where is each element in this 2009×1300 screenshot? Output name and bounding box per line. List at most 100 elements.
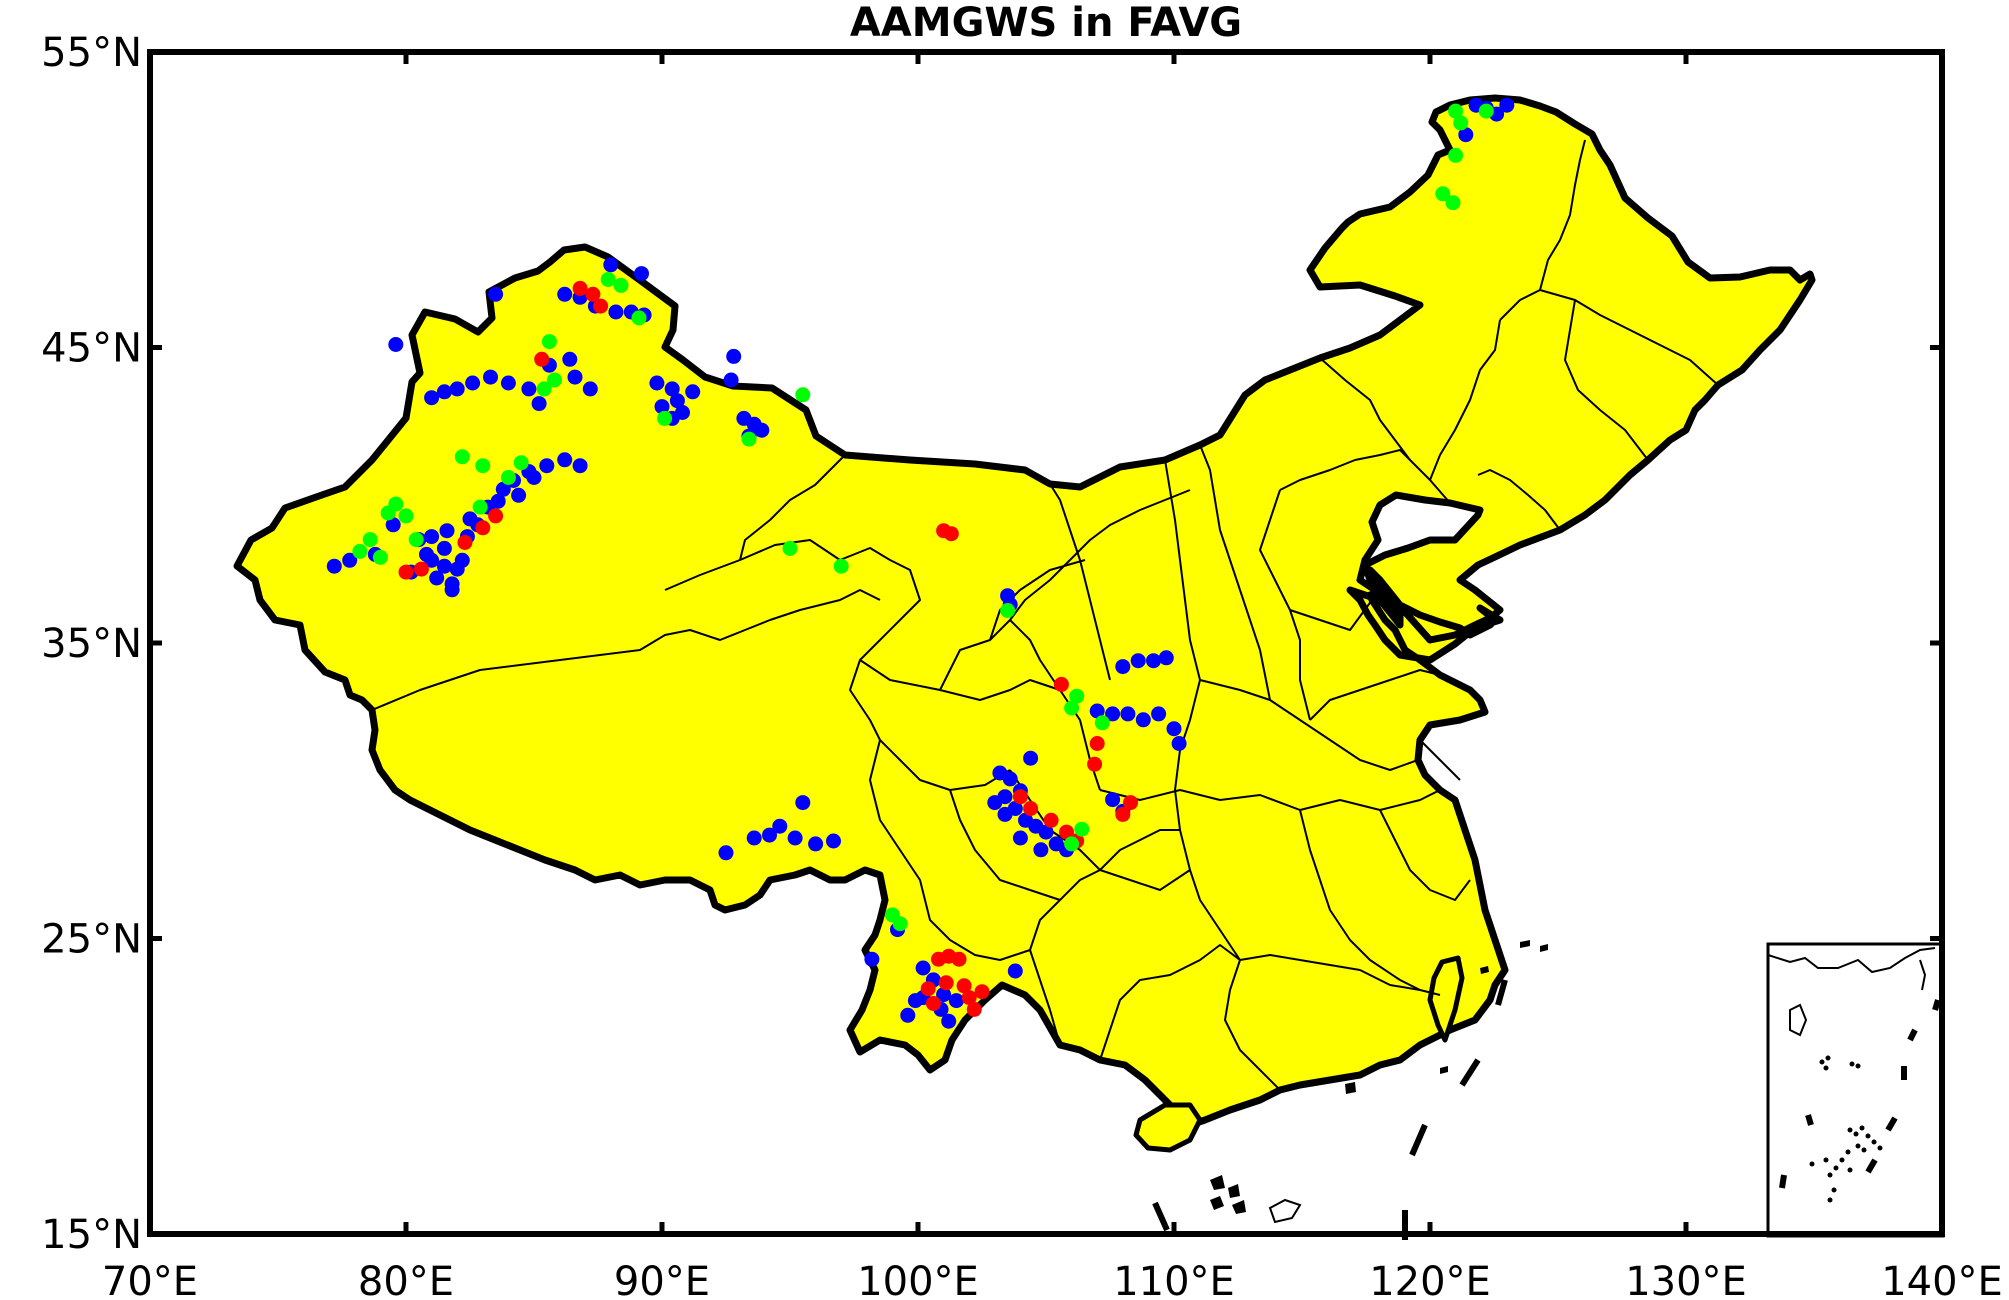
- data-point: [490, 493, 506, 509]
- data-point: [762, 827, 777, 843]
- data-point: [1043, 812, 1059, 828]
- province-boundary: [1164, 459, 1201, 751]
- data-point: [1094, 715, 1110, 731]
- y-tick-label: 35°N: [41, 621, 142, 667]
- data-point: [938, 975, 954, 991]
- province-boundary: [1199, 679, 1419, 771]
- data-point: [1069, 688, 1085, 704]
- data-point: [864, 951, 880, 967]
- x-tick-label: 100°E: [857, 1259, 979, 1300]
- province-boundary: [1279, 449, 1411, 491]
- province-boundary: [1299, 809, 1421, 991]
- data-point: [1038, 824, 1054, 840]
- data-point: [1120, 706, 1136, 722]
- province-boundary: [1009, 489, 1191, 621]
- data-point: [465, 375, 481, 391]
- data-point: [1089, 703, 1105, 719]
- china-mainland: [233, 94, 1816, 1129]
- data-point: [413, 561, 429, 577]
- data-point: [772, 818, 788, 834]
- inset-dash: [1865, 1158, 1878, 1174]
- data-point: [521, 381, 537, 397]
- reef: [1520, 940, 1530, 948]
- taiwan-island: [1427, 955, 1465, 1043]
- y-tick-label: 25°N: [41, 917, 142, 963]
- dash-segment: [1152, 1201, 1170, 1232]
- data-point: [741, 431, 757, 447]
- data-point: [1435, 186, 1451, 202]
- province-boundary: [869, 739, 1031, 961]
- data-point: [600, 272, 616, 287]
- data-point: [795, 795, 811, 811]
- dash-segment: [1459, 1058, 1481, 1087]
- inset-dash: [1779, 1174, 1787, 1189]
- data-point: [462, 511, 478, 527]
- data-point: [1448, 103, 1464, 119]
- data-point: [1478, 103, 1494, 119]
- data-point: [475, 520, 491, 536]
- inset-frame: [1766, 942, 1945, 1238]
- data-point: [1023, 801, 1039, 816]
- data-point: [915, 960, 931, 976]
- province-boundary: [1224, 959, 1281, 1091]
- province-boundary: [989, 559, 1086, 641]
- province-boundary: [1499, 139, 1586, 321]
- reef: [1480, 966, 1489, 974]
- data-point: [398, 564, 414, 580]
- x-tick-label: 140°E: [1881, 1259, 2003, 1300]
- data-point: [787, 830, 803, 846]
- data-point: [585, 286, 601, 302]
- data-point: [557, 452, 573, 468]
- data-point: [534, 351, 550, 367]
- chart-title: AAMGWS in FAVG: [850, 0, 1242, 46]
- data-point: [454, 449, 470, 465]
- data-point: [1453, 115, 1469, 131]
- data-point: [454, 552, 470, 568]
- data-point: [907, 993, 923, 1009]
- data-point: [562, 351, 578, 367]
- data-point: [943, 526, 959, 542]
- province-boundary: [1199, 444, 1271, 701]
- data-point: [352, 543, 368, 559]
- data-point: [961, 990, 977, 1006]
- hainan-island: [1133, 1102, 1203, 1153]
- data-point: [1171, 736, 1187, 751]
- data-point: [424, 529, 440, 545]
- data-point: [782, 540, 798, 556]
- data-point: [539, 458, 555, 474]
- x-tick-label: 130°E: [1625, 1259, 1747, 1300]
- data-point: [1445, 195, 1461, 211]
- data-point: [1130, 653, 1146, 669]
- data-point: [1002, 771, 1018, 787]
- data-point: [511, 487, 527, 503]
- data-point: [892, 916, 908, 932]
- data-point: [997, 806, 1013, 822]
- data-point: [1007, 963, 1023, 979]
- data-point: [436, 540, 452, 556]
- data-point: [388, 496, 404, 512]
- province-boundary: [739, 454, 846, 561]
- data-point: [654, 399, 670, 415]
- data-point: [531, 396, 547, 412]
- data-point: [449, 381, 465, 397]
- reef: [1440, 1066, 1448, 1074]
- data-point: [941, 1013, 957, 1029]
- data-point: [948, 993, 964, 1009]
- data-point: [1115, 659, 1131, 675]
- data-point: [439, 523, 455, 539]
- data-point: [1012, 830, 1028, 846]
- data-point: [419, 546, 434, 562]
- data-point: [408, 532, 424, 548]
- province-boundary: [1564, 299, 1649, 461]
- data-point: [1115, 806, 1131, 822]
- data-point: [500, 470, 516, 485]
- province-boundary: [1239, 954, 1441, 996]
- data-point: [1089, 736, 1105, 751]
- x-tick-label: 80°E: [358, 1259, 454, 1300]
- data-point: [1064, 836, 1080, 852]
- data-point: [547, 372, 562, 388]
- data-point: [385, 517, 401, 533]
- data-point: [567, 369, 583, 385]
- inset-dash: [1907, 1028, 1918, 1042]
